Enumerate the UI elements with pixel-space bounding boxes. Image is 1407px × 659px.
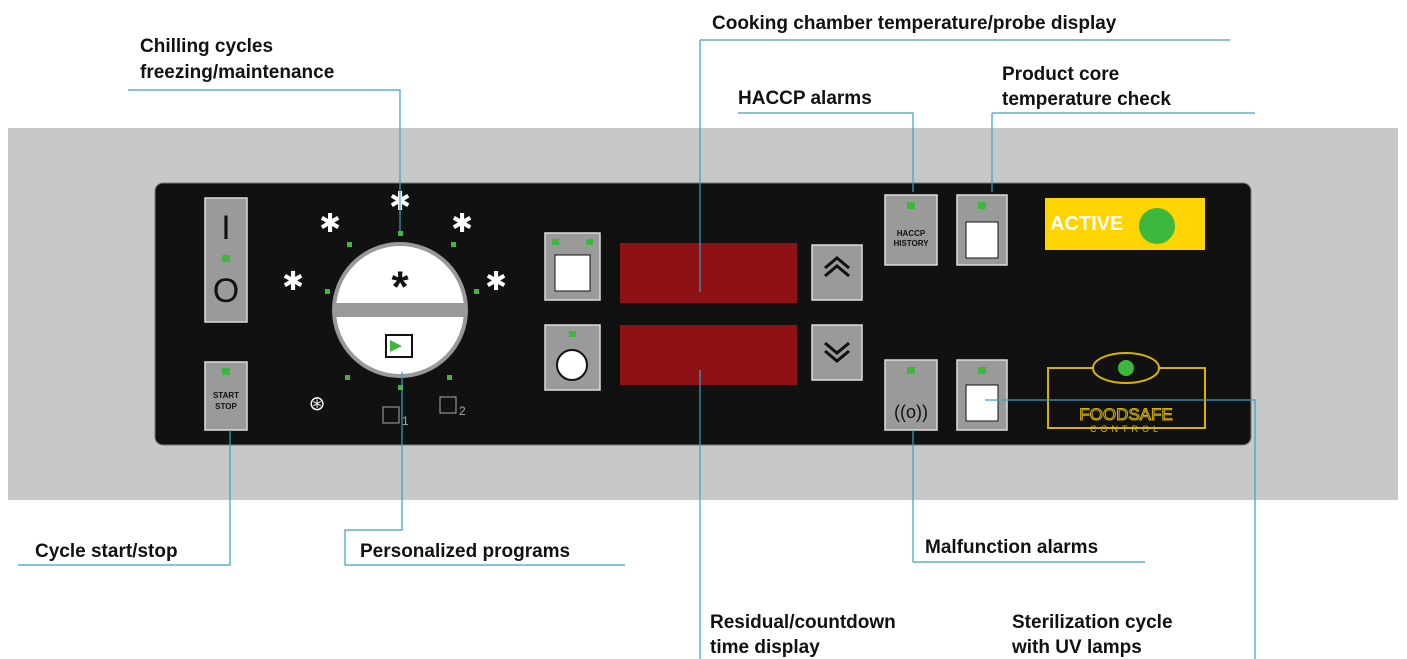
haccp-label: HACCP bbox=[897, 229, 926, 238]
callout: Personalized programs bbox=[360, 541, 570, 562]
active-dot bbox=[1139, 208, 1175, 244]
callout: Residual/countdown bbox=[710, 612, 896, 633]
core-icon bbox=[966, 222, 998, 258]
alarm-icon: ((o)) bbox=[894, 402, 928, 422]
power-on: I bbox=[221, 209, 230, 247]
callout: Malfunction alarms bbox=[925, 537, 1098, 558]
control-panel-diagram: I O START STOP * ✱✱✱✱✱ ⊛ 1 2 HACCP HISTO… bbox=[0, 0, 1407, 659]
svg-text:✱: ✱ bbox=[451, 208, 473, 238]
callout: time display bbox=[710, 637, 820, 658]
up-button[interactable] bbox=[812, 245, 862, 300]
callout: Product core bbox=[1002, 64, 1119, 85]
program-number: 1 bbox=[402, 414, 409, 428]
temperature-display bbox=[620, 243, 797, 303]
program-number: 2 bbox=[459, 404, 466, 418]
svg-text:✱: ✱ bbox=[282, 266, 304, 296]
history-label: HISTORY bbox=[893, 239, 929, 248]
callout: HACCP alarms bbox=[738, 88, 872, 109]
callout: Chilling cycles bbox=[140, 36, 273, 57]
led bbox=[552, 239, 559, 245]
callout: Sterilization cycle bbox=[1012, 612, 1173, 633]
svg-text:⊛: ⊛ bbox=[309, 393, 326, 415]
callout: Cooking chamber temperature/probe displa… bbox=[712, 13, 1117, 34]
svg-text:✱: ✱ bbox=[485, 266, 507, 296]
power-off: O bbox=[213, 272, 239, 310]
time-display bbox=[620, 325, 797, 385]
snow-icon: * bbox=[391, 263, 409, 312]
svg-text:✱: ✱ bbox=[319, 208, 341, 238]
foodsafe-label: FOODSAFE bbox=[1079, 405, 1173, 424]
led bbox=[222, 255, 230, 262]
stop-label: STOP bbox=[215, 402, 237, 411]
led bbox=[586, 239, 593, 245]
uv-icon bbox=[966, 385, 998, 421]
callout: freezing/maintenance bbox=[140, 62, 334, 83]
start-label: START bbox=[213, 391, 239, 400]
eye-pupil bbox=[1118, 360, 1134, 376]
control-label: CONTROL bbox=[1090, 424, 1162, 434]
callout: temperature check bbox=[1002, 89, 1171, 110]
led bbox=[222, 368, 230, 375]
probe-icon bbox=[555, 255, 590, 291]
active-label: ACTIVE bbox=[1050, 213, 1123, 235]
callout: with UV lamps bbox=[1011, 637, 1142, 658]
led bbox=[569, 331, 576, 337]
callout: Cycle start/stop bbox=[35, 541, 178, 562]
clock-icon bbox=[557, 350, 587, 380]
